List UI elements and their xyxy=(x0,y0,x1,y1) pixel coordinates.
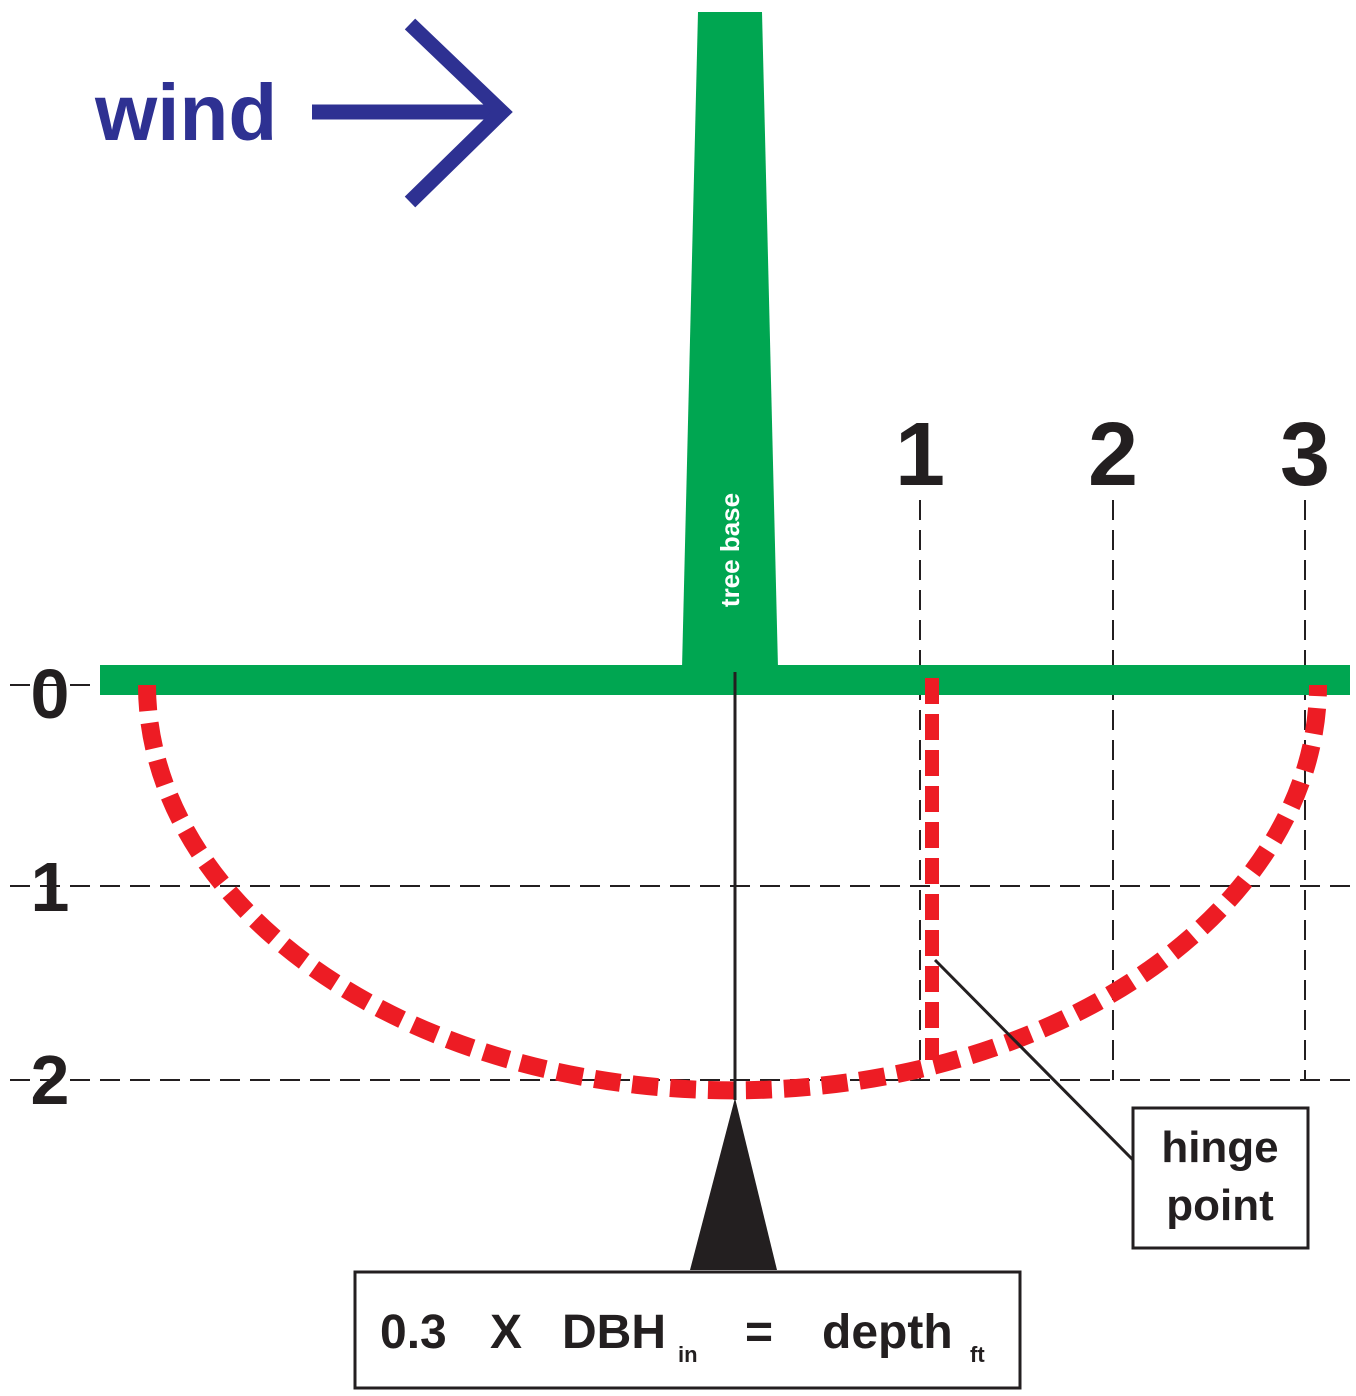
column-label: 1 xyxy=(895,405,945,505)
formula-result: depth xyxy=(822,1306,953,1359)
hinge-label: hinge xyxy=(1161,1123,1278,1172)
wind-label: wind xyxy=(94,68,277,157)
hinge-box xyxy=(1131,1106,1310,1250)
column-label: 3 xyxy=(1280,405,1330,505)
hinge-leader xyxy=(933,958,1135,1162)
formula-times: X xyxy=(490,1306,522,1359)
formula-variable-unit: in xyxy=(678,1342,698,1367)
ground xyxy=(100,665,1350,695)
formula-variable: DBH xyxy=(562,1306,666,1359)
tree-trunk xyxy=(682,12,778,668)
hinge-label: point xyxy=(1166,1181,1274,1230)
pointer xyxy=(690,1098,777,1270)
row-label: 0 xyxy=(31,655,70,733)
tree-label: tree base xyxy=(715,493,745,607)
formula-equals: = xyxy=(745,1306,773,1359)
formula-result-unit: ft xyxy=(970,1342,985,1367)
row-label: 2 xyxy=(31,1041,70,1119)
wind-arrow-head xyxy=(404,18,513,208)
root-plate-arc xyxy=(138,684,1327,1100)
column-label: 2 xyxy=(1088,405,1138,505)
formula-box xyxy=(353,1270,1022,1390)
guide-lines xyxy=(10,500,1352,1081)
row-label: 1 xyxy=(31,848,70,926)
formula-coefficient: 0.3 xyxy=(380,1306,447,1359)
